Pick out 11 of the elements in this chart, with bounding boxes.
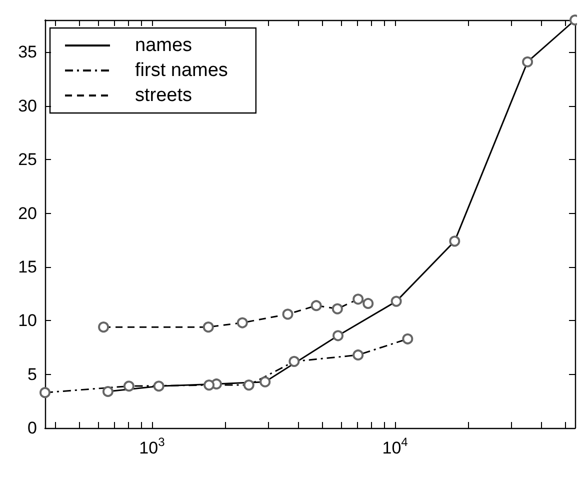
y-tick-label: 10 bbox=[18, 311, 37, 330]
legend-label: streets bbox=[135, 85, 192, 106]
y-tick-label: 35 bbox=[18, 42, 37, 62]
y-tick-label: 5 bbox=[28, 364, 37, 384]
y-tick-label: 15 bbox=[18, 257, 37, 276]
y-tick-label: 30 bbox=[18, 96, 37, 116]
legend-label: names bbox=[135, 35, 192, 56]
y-tick-label: 25 bbox=[18, 150, 37, 170]
y-tick-label: 20 bbox=[18, 204, 37, 223]
y-tick-label: 0 bbox=[28, 418, 37, 438]
legend-label: first names bbox=[135, 60, 228, 81]
